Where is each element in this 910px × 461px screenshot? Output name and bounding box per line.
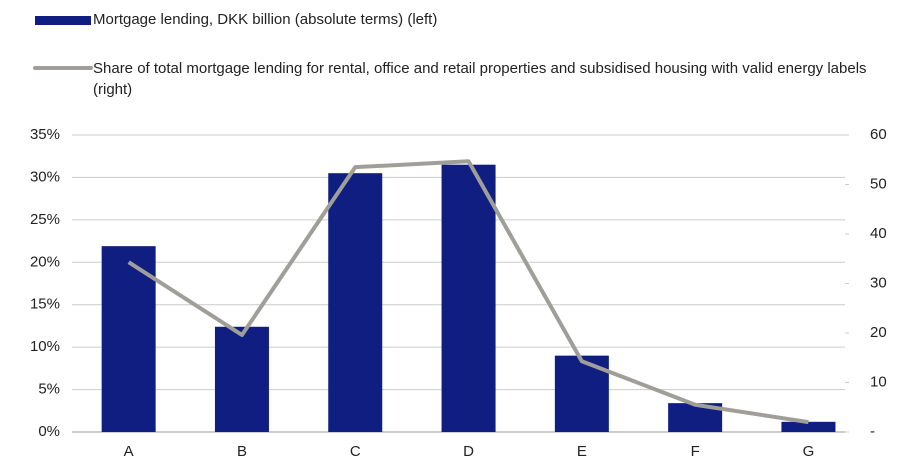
x-tick-label: F bbox=[691, 443, 700, 460]
x-tick-label: C bbox=[350, 443, 361, 460]
legend-label: Share of total mortgage lending for rent… bbox=[93, 60, 867, 98]
y-tick-label: 0% bbox=[38, 423, 60, 440]
x-tick-label: D bbox=[463, 443, 474, 460]
bar bbox=[441, 164, 496, 432]
line bbox=[127, 159, 809, 425]
y-tick-label: 10% bbox=[30, 338, 60, 355]
y2-tick-label: 60 bbox=[870, 126, 887, 143]
y2-tick-label: 50 bbox=[870, 175, 887, 192]
y2-tick-label: 10 bbox=[870, 373, 887, 390]
x-tick-label: G bbox=[803, 443, 815, 460]
y-tick-label: 25% bbox=[30, 211, 60, 228]
bar bbox=[328, 173, 383, 432]
bar bbox=[781, 421, 836, 432]
bar bbox=[101, 246, 156, 432]
bar bbox=[214, 326, 269, 432]
y-tick-label: 15% bbox=[30, 296, 60, 313]
y2-tick-label: - bbox=[870, 423, 875, 440]
y2-tick-label: 20 bbox=[870, 324, 887, 341]
y-tick-label: 20% bbox=[30, 253, 60, 270]
y-tick-label: 35% bbox=[30, 126, 60, 143]
x-tick-label: A bbox=[124, 443, 134, 460]
y2-tick-label: 30 bbox=[870, 274, 887, 291]
x-tick-label: E bbox=[577, 443, 587, 460]
legend-swatch bbox=[35, 16, 91, 25]
y-tick-label: 30% bbox=[30, 168, 60, 185]
x-tick-label: B bbox=[237, 443, 247, 460]
legend-label: Mortgage lending, DKK billion (absolute … bbox=[93, 11, 438, 28]
y2-tick-label: 40 bbox=[870, 225, 887, 242]
y-tick-label: 5% bbox=[38, 381, 60, 398]
